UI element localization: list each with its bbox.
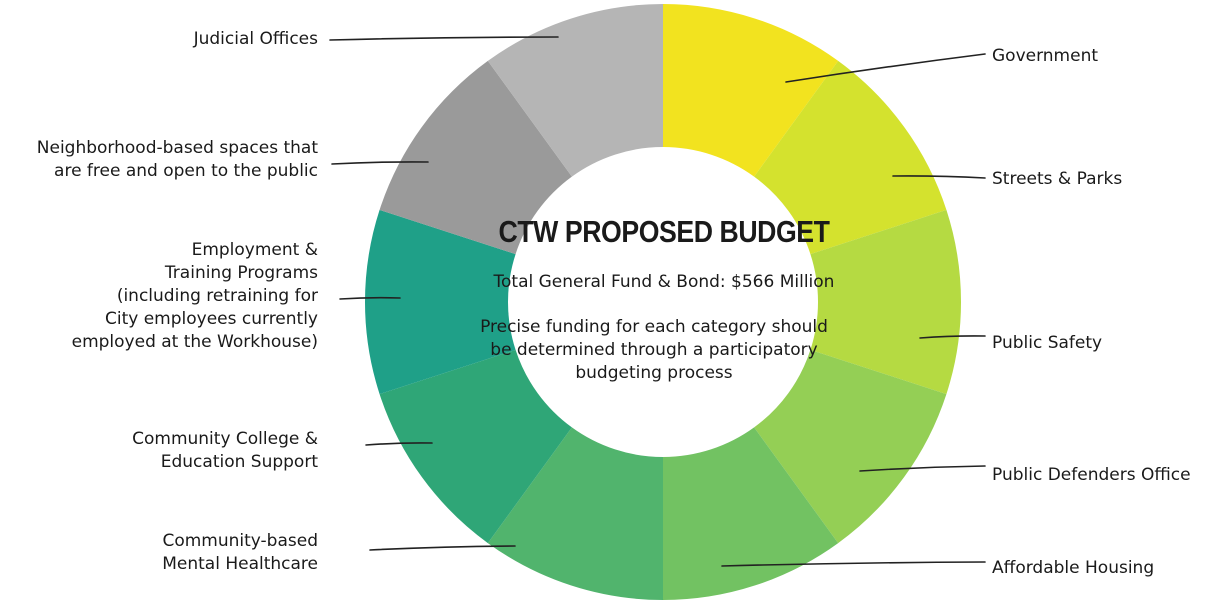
category-label: Public Defenders Office [992, 465, 1191, 485]
donut-slice [754, 349, 947, 544]
category-label: Government [992, 46, 1099, 66]
category-label: Affordable Housing [992, 558, 1155, 578]
leader-line [785, 53, 986, 83]
category-label: Employment & Training Programs (includin… [71, 240, 318, 352]
donut-slice [487, 427, 663, 600]
donut-slice [487, 3, 663, 177]
donut-slice [810, 209, 961, 395]
category-label: Judicial Offices [193, 29, 318, 49]
leader-line [331, 161, 429, 165]
donut-slice [379, 349, 572, 544]
leader-line [859, 465, 986, 472]
donut-slice [663, 427, 839, 600]
chart-note: Precise funding for each category should… [480, 317, 828, 383]
leader-line [919, 335, 986, 339]
donut-slice [379, 60, 572, 255]
leader-line [365, 442, 433, 446]
category-label: Community College & Education Support [132, 429, 318, 472]
category-label: Neighborhood-based spaces that are free … [36, 138, 318, 181]
donut-slice [754, 60, 947, 255]
chart-subtitle: Total General Fund & Bond: $566 Million [493, 272, 835, 292]
category-label: Streets & Parks [992, 169, 1123, 189]
category-label: Public Safety [992, 333, 1103, 353]
donut-slice [663, 4, 839, 177]
leader-line [339, 296, 401, 300]
leader-line [369, 545, 516, 551]
chart-title: CTW PROPOSED BUDGET [498, 214, 830, 249]
donut-slice [364, 209, 516, 395]
leader-line [721, 561, 986, 567]
leader-line [892, 175, 986, 179]
category-label: Community-based Mental Healthcare [162, 531, 318, 574]
leader-line [329, 36, 559, 41]
